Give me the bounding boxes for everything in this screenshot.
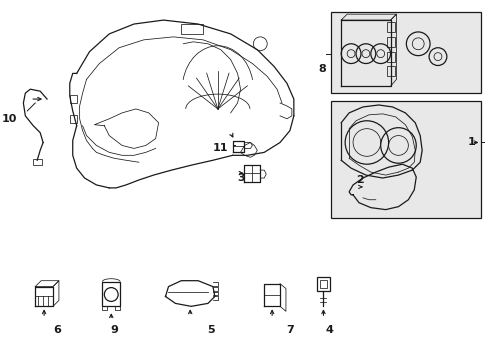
- FancyBboxPatch shape: [331, 101, 480, 217]
- Text: 11: 11: [212, 143, 227, 153]
- Bar: [386, 52, 394, 62]
- Bar: [316, 277, 330, 291]
- Bar: [181, 24, 203, 34]
- FancyBboxPatch shape: [331, 12, 480, 93]
- Text: 6: 6: [53, 325, 61, 335]
- Text: 10: 10: [2, 114, 18, 124]
- Text: 7: 7: [285, 325, 293, 335]
- Bar: [386, 37, 394, 47]
- Bar: [386, 67, 394, 76]
- Text: 9: 9: [110, 325, 118, 335]
- Bar: [70, 115, 77, 123]
- Text: 2: 2: [355, 175, 363, 185]
- Text: 3: 3: [236, 173, 244, 183]
- Text: 8: 8: [318, 64, 326, 75]
- Bar: [102, 282, 120, 306]
- Text: 4: 4: [325, 325, 333, 335]
- Bar: [70, 95, 77, 103]
- Bar: [386, 22, 394, 32]
- Bar: [319, 280, 327, 288]
- Bar: [33, 159, 42, 165]
- Text: 5: 5: [207, 325, 214, 335]
- Text: 1: 1: [467, 138, 474, 148]
